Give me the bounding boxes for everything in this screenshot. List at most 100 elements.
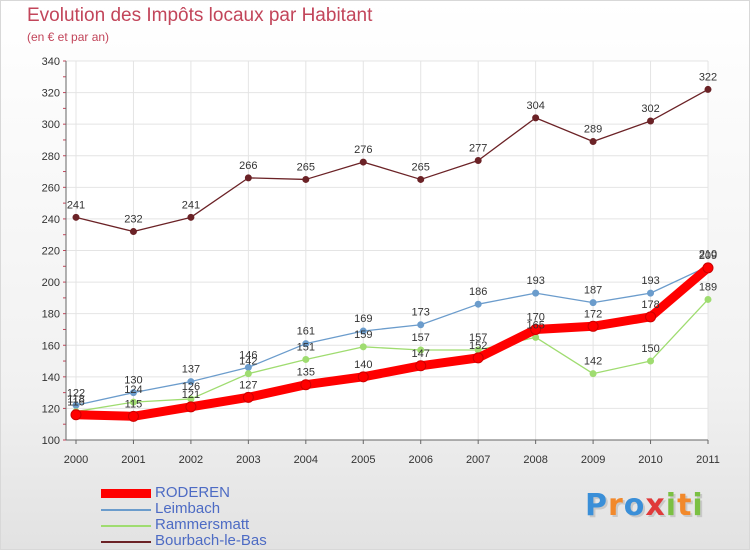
data-label-rammersmatt: 157 xyxy=(469,332,487,344)
data-label-leimbach: 137 xyxy=(182,364,200,376)
series-line-roderen xyxy=(71,263,713,421)
data-label-bourbach-le-bas: 241 xyxy=(182,199,200,211)
data-label-bourbach-le-bas: 266 xyxy=(239,160,257,172)
data-point-rammersmatt xyxy=(647,357,655,365)
data-point-bourbach-le-bas xyxy=(359,158,367,166)
data-label-roderen: 115 xyxy=(125,398,143,410)
data-point-bourbach-le-bas xyxy=(589,138,597,146)
x-tick-label: 2005 xyxy=(351,454,375,466)
y-tick-label: 100 xyxy=(42,435,60,447)
data-point-roderen xyxy=(645,311,657,323)
data-label-bourbach-le-bas: 232 xyxy=(124,214,142,226)
data-point-roderen xyxy=(472,352,484,364)
data-point-bourbach-le-bas xyxy=(72,213,80,221)
data-point-roderen xyxy=(415,360,427,372)
series-line-bourbach-le-bas xyxy=(75,88,709,233)
line-chart: 100 120 140 160 180 200 220 240 260 280 300 320 340 2… xyxy=(42,56,720,466)
logo-letter: i xyxy=(665,488,678,523)
data-label-bourbach-le-bas: 241 xyxy=(67,199,85,211)
data-point-roderen xyxy=(185,401,197,413)
x-tick-label: 2009 xyxy=(581,454,605,466)
data-label-bourbach-le-bas: 289 xyxy=(584,124,602,136)
data-label-bourbach-le-bas: 304 xyxy=(526,100,544,112)
x-tick-label: 2002 xyxy=(179,454,203,466)
data-point-rammersmatt xyxy=(129,398,137,406)
data-point-bourbach-le-bas xyxy=(647,117,655,125)
y-tick-label: 240 xyxy=(42,214,60,226)
data-point-rammersmatt xyxy=(704,295,712,303)
data-label-rammersmatt: 142 xyxy=(239,356,257,368)
data-label-leimbach: 193 xyxy=(641,275,659,287)
legend-label-bourbach-le-bas: Bourbach-le-Bas xyxy=(155,532,267,549)
data-label-rammersmatt: 126 xyxy=(182,381,200,393)
logo-letter: x xyxy=(645,488,666,523)
data-point-rammersmatt xyxy=(417,346,425,354)
x-tick-label: 2004 xyxy=(294,454,318,466)
chart-subtitle: (en € et par an) xyxy=(27,30,110,44)
legend-swatch-rammersmatt xyxy=(101,525,151,527)
data-label-roderen: 127 xyxy=(239,379,257,391)
data-point-roderen xyxy=(300,379,312,391)
data-label-bourbach-le-bas: 265 xyxy=(297,161,315,173)
y-tick-label: 300 xyxy=(42,119,60,131)
data-label-bourbach-le-bas: 302 xyxy=(641,103,659,115)
legend-label-rammersmatt: Rammersmatt xyxy=(155,516,250,533)
data-point-roderen xyxy=(587,320,599,332)
chart-title: Evolution des Impôts locaux par Habitant xyxy=(27,5,373,26)
data-point-bourbach-le-bas xyxy=(187,213,195,221)
series-line-rammersmatt xyxy=(75,298,709,413)
data-label-leimbach: 210 xyxy=(699,248,717,260)
data-point-leimbach xyxy=(359,327,367,335)
data-point-roderen xyxy=(530,323,542,335)
data-point-leimbach xyxy=(187,378,195,386)
legend-swatch-leimbach xyxy=(101,509,151,511)
data-point-bourbach-le-bas xyxy=(474,156,482,164)
data-label-roderen: 135 xyxy=(297,367,315,379)
data-label-bourbach-le-bas: 276 xyxy=(354,144,372,156)
logo-letter: r xyxy=(608,488,624,523)
data-label-roderen: 121 xyxy=(182,389,200,401)
data-point-rammersmatt xyxy=(244,370,252,378)
data-label-leimbach: 173 xyxy=(412,307,430,319)
data-label-leimbach: 146 xyxy=(239,349,257,361)
data-label-bourbach-le-bas: 277 xyxy=(469,142,487,154)
y-tick-label: 320 xyxy=(42,88,60,100)
logo-letter: o xyxy=(623,488,646,523)
data-label-leimbach: 122 xyxy=(67,387,85,399)
data-label-roderen: 170 xyxy=(526,311,544,323)
data-point-leimbach xyxy=(129,389,137,397)
logo-letter: i xyxy=(692,488,704,523)
data-point-bourbach-le-bas xyxy=(244,174,252,182)
legend-swatch-roderen xyxy=(101,489,151,498)
data-point-leimbach xyxy=(647,289,655,297)
data-point-leimbach xyxy=(474,300,482,308)
legend-label-leimbach: Leimbach xyxy=(155,500,221,517)
x-tick-label: 2007 xyxy=(466,454,490,466)
data-label-bourbach-le-bas: 265 xyxy=(412,161,430,173)
data-label-roderen: 209 xyxy=(699,250,717,262)
legend-swatch-bourbach-le-bas xyxy=(101,541,151,543)
x-tick-label: 2001 xyxy=(121,454,145,466)
data-label-leimbach: 161 xyxy=(297,326,315,338)
legend-label-roderen: RODEREN xyxy=(155,484,231,501)
data-label-rammersmatt: 165 xyxy=(526,319,544,331)
data-point-leimbach xyxy=(589,299,597,307)
data-label-leimbach: 186 xyxy=(469,286,487,298)
data-label-roderen: 147 xyxy=(412,348,430,360)
data-label-roderen: 152 xyxy=(469,340,487,352)
proxiti-logo: Proxiti xyxy=(585,488,704,523)
series-line-leimbach xyxy=(75,265,709,406)
data-point-rammersmatt xyxy=(589,370,597,378)
data-point-bourbach-le-bas xyxy=(532,114,540,122)
y-tick-label: 140 xyxy=(42,372,60,384)
data-label-rammersmatt: 118 xyxy=(67,394,85,406)
data-label-leimbach: 130 xyxy=(124,375,142,387)
y-tick-label: 260 xyxy=(42,182,60,194)
data-point-roderen xyxy=(357,371,369,383)
data-label-roderen: 172 xyxy=(584,308,602,320)
data-point-bourbach-le-bas xyxy=(704,85,712,93)
y-tick-label: 220 xyxy=(42,246,60,258)
data-label-roderen: 116 xyxy=(67,397,85,409)
logo-letter: P xyxy=(585,488,608,523)
data-label-rammersmatt: 124 xyxy=(124,384,142,396)
